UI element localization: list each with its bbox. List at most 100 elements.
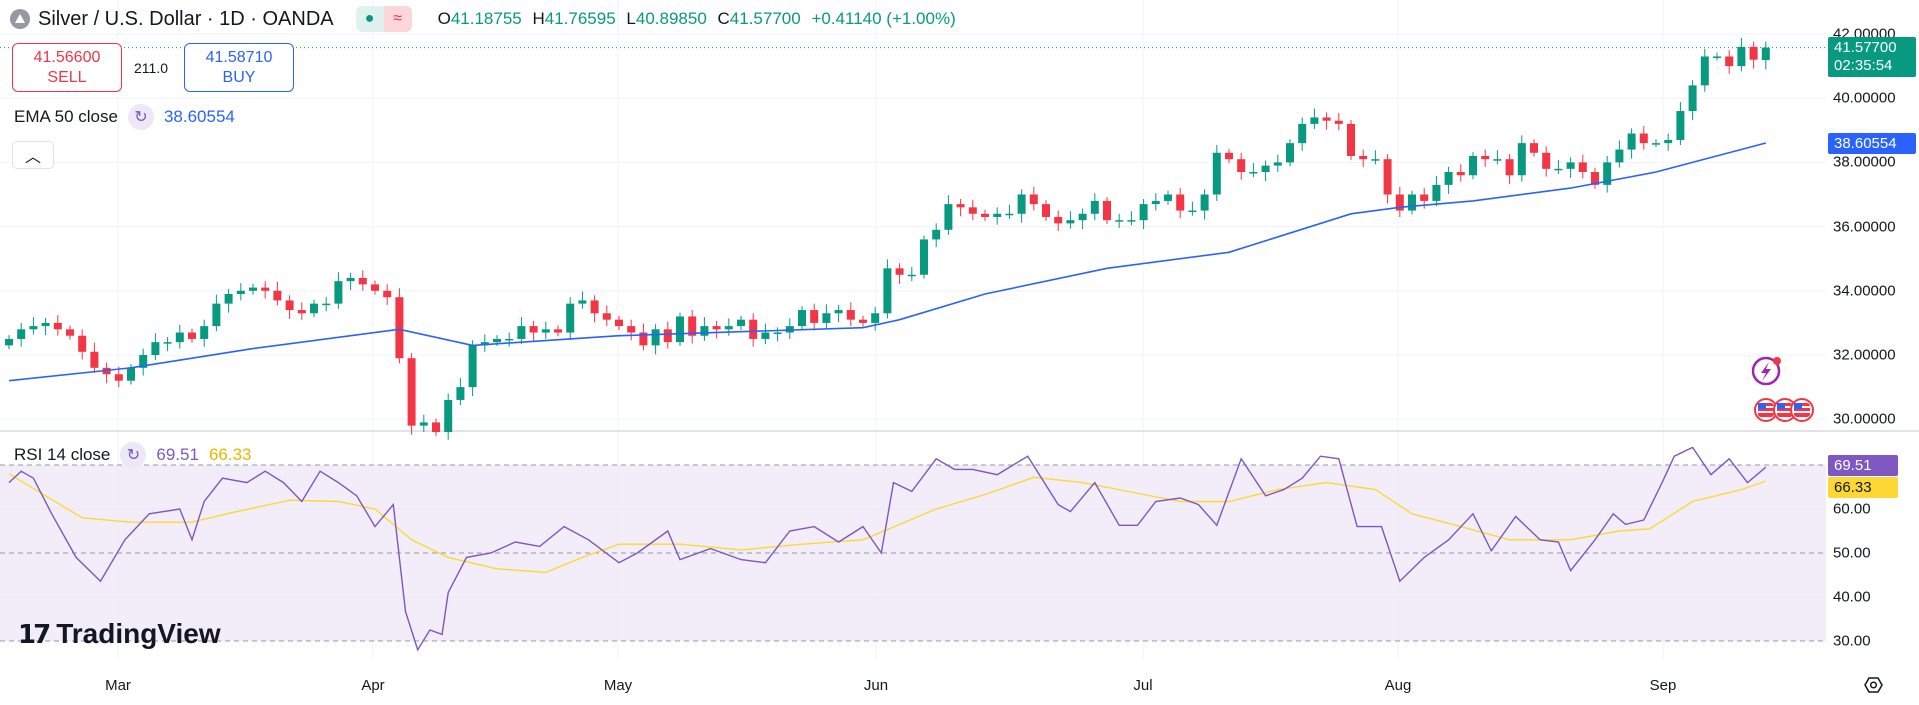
candle: [90, 342, 99, 373]
rsi-tick-label: 40.00: [1833, 588, 1871, 606]
candle: [1115, 213, 1124, 228]
candle-body: [1200, 194, 1209, 211]
candle-body: [712, 326, 721, 330]
candle: [1737, 37, 1746, 72]
candle: [944, 195, 953, 235]
candle: [1700, 48, 1709, 92]
chart-settings-icon[interactable]: [1864, 677, 1883, 693]
open-value: 41.18755: [450, 9, 522, 28]
tradingview-logo[interactable]: 𝟭𝟳 TradingView: [18, 618, 221, 650]
candle-body: [127, 367, 135, 381]
candle-body: [1310, 117, 1319, 124]
candle-body: [1249, 172, 1258, 174]
candle: [1627, 128, 1636, 159]
candle-body: [1688, 85, 1697, 112]
rsi-legend[interactable]: RSI 14 close ↻ 69.51 66.33: [14, 442, 251, 468]
low-value: 40.89850: [635, 9, 707, 28]
candle: [749, 313, 758, 347]
candle: [871, 306, 880, 331]
candle-body: [1066, 220, 1075, 224]
candle-body: [993, 213, 1002, 217]
delayed-data-icon[interactable]: ≈: [383, 6, 412, 32]
candle: [724, 318, 733, 336]
candle: [432, 418, 440, 436]
candle-body: [651, 329, 660, 346]
candle: [1298, 117, 1307, 151]
candle-body: [1176, 194, 1185, 211]
candle: [1749, 41, 1758, 69]
symbol-title[interactable]: Silver / U.S. Dollar · 1D · OANDA: [38, 7, 334, 30]
candle: [1469, 152, 1477, 180]
silver-symbol-logo: [10, 9, 30, 29]
candle: [1066, 211, 1075, 229]
candle-body: [322, 303, 331, 306]
candle: [639, 323, 648, 351]
candle: [78, 329, 87, 360]
buy-button[interactable]: 41.58710 BUY: [184, 43, 294, 92]
candle-body: [505, 338, 514, 341]
candle: [1273, 154, 1282, 173]
candle: [1225, 148, 1233, 164]
candle-body: [419, 422, 428, 426]
candle: [1005, 204, 1014, 219]
loading-spinner-icon: ↻: [127, 104, 154, 130]
candle: [188, 328, 196, 343]
time-tick-label: Mar: [105, 677, 131, 694]
us-flag-event-icon[interactable]: [1773, 398, 1797, 422]
candle-body: [346, 277, 355, 282]
candle: [566, 297, 575, 341]
candle-body: [78, 335, 87, 352]
current-price-value: 41.57700: [1834, 39, 1897, 56]
candle-body: [578, 300, 587, 304]
candle: [346, 272, 355, 291]
market-status-pill[interactable]: ● ≈: [355, 6, 412, 32]
lightning-event-icon[interactable]: [1751, 356, 1781, 386]
candle-body: [822, 313, 831, 323]
candle: [468, 340, 477, 397]
buy-price: 41.58710: [205, 48, 273, 66]
candle: [1725, 50, 1734, 74]
candle: [1176, 188, 1185, 219]
candle: [102, 362, 111, 384]
candles: [5, 37, 1770, 440]
collapse-legend-button[interactable]: ︿: [12, 141, 54, 169]
candle: [212, 294, 221, 332]
candle: [261, 281, 270, 299]
candle-body: [432, 422, 440, 433]
open-label: O: [437, 9, 451, 28]
candle: [114, 366, 123, 388]
candle: [1261, 160, 1270, 182]
candle: [676, 312, 684, 347]
us-flag-event-icon[interactable]: [1790, 398, 1814, 422]
candle: [1359, 149, 1368, 167]
ema-legend[interactable]: EMA 50 close ↻ 38.60554: [14, 104, 235, 130]
candle-body: [163, 342, 172, 344]
sell-button[interactable]: 41.56600 SELL: [12, 43, 122, 92]
candle-body: [944, 204, 953, 230]
candle-body: [200, 326, 209, 339]
rsi-band-lines: [0, 464, 1826, 642]
ema-price-tag: 38.60554: [1828, 133, 1916, 154]
candle-body: [493, 338, 501, 343]
candle-body: [1591, 172, 1599, 185]
candle: [1164, 190, 1172, 205]
ema-legend-label: EMA 50 close: [14, 107, 118, 126]
candle: [1090, 193, 1099, 221]
candle-body: [517, 326, 526, 339]
candle-body: [859, 319, 867, 323]
chevron-up-icon: ︿: [24, 149, 41, 166]
candle-body: [310, 303, 318, 314]
candle-body: [1005, 213, 1014, 216]
candle: [663, 321, 672, 349]
candle-body: [1566, 162, 1575, 169]
time-tick-label: Apr: [361, 677, 385, 694]
us-flag-event-icon[interactable]: [1754, 398, 1778, 422]
candle-body: [676, 316, 684, 343]
candle-body: [700, 326, 709, 336]
candle: [1432, 175, 1441, 207]
market-open-dot-icon[interactable]: ●: [355, 6, 384, 32]
candle: [920, 235, 928, 279]
candle-body: [590, 300, 599, 314]
candle-body: [224, 294, 233, 304]
